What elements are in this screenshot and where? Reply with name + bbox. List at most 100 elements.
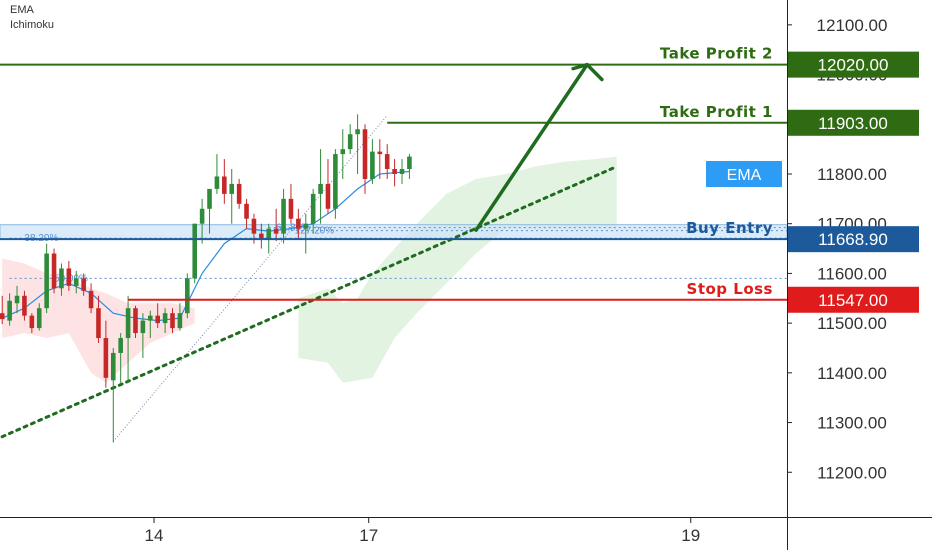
- indicator-label-ema[interactable]: EMA: [10, 4, 34, 16]
- price-tag-take-profit-1[interactable]: 11903.00: [788, 109, 919, 136]
- y-tick-label: 11600.00: [817, 264, 887, 283]
- candle-body: [73, 278, 79, 286]
- candle-body: [296, 218, 301, 229]
- candle-body: [118, 338, 123, 353]
- price-tag-buy-entry[interactable]: 11668.90: [788, 226, 919, 253]
- candle-body: [347, 134, 353, 150]
- candle[interactable]: [170, 308, 175, 334]
- candle[interactable]: [147, 310, 153, 339]
- candle-body: [14, 295, 20, 304]
- candle[interactable]: [51, 248, 57, 294]
- candle[interactable]: [273, 208, 279, 242]
- candle-body: [310, 193, 316, 224]
- candle[interactable]: [0, 295, 5, 325]
- fib-level-label: 127.20%: [295, 226, 335, 237]
- candle[interactable]: [377, 139, 383, 179]
- price-tag-bg: [788, 109, 919, 136]
- candle-body: [22, 295, 27, 316]
- candle[interactable]: [229, 169, 235, 224]
- candle-body: [303, 223, 309, 229]
- candle[interactable]: [81, 273, 86, 296]
- candle-body: [236, 183, 242, 204]
- indicator-label-ichimoku[interactable]: Ichimoku: [10, 19, 55, 31]
- price-tag-bg: [788, 226, 919, 253]
- candle[interactable]: [133, 305, 138, 339]
- candle[interactable]: [214, 154, 220, 194]
- candle[interactable]: [14, 285, 20, 314]
- level-name-take-profit-1: Take Profit 1: [660, 103, 773, 121]
- candle-body: [222, 176, 227, 194]
- candle-body: [362, 129, 368, 179]
- candle[interactable]: [222, 159, 227, 204]
- candle[interactable]: [236, 178, 242, 209]
- candle-body: [384, 154, 390, 170]
- fib-diagonal-line: [112, 115, 388, 442]
- candle-body: [333, 154, 338, 209]
- candle[interactable]: [392, 159, 397, 187]
- price-tag-stop-loss[interactable]: 11547.00: [788, 286, 919, 313]
- candle[interactable]: [192, 223, 198, 284]
- candle[interactable]: [281, 188, 286, 244]
- candle[interactable]: [207, 188, 212, 234]
- candle-body: [133, 308, 138, 334]
- candle[interactable]: [177, 303, 183, 331]
- support-trendline[interactable]: [0, 165, 619, 440]
- candle[interactable]: [185, 273, 190, 319]
- candle[interactable]: [125, 295, 131, 383]
- candle[interactable]: [399, 159, 405, 184]
- level-name-stop-loss: Stop Loss: [687, 280, 773, 298]
- candle[interactable]: [318, 149, 323, 224]
- candle[interactable]: [88, 283, 94, 314]
- candle-body: [36, 308, 42, 329]
- candle-body: [370, 151, 375, 179]
- candle[interactable]: [333, 149, 338, 219]
- candle[interactable]: [288, 183, 294, 224]
- candle[interactable]: [29, 313, 35, 334]
- price-tag-take-profit-2[interactable]: 12020.00: [788, 51, 919, 78]
- candle[interactable]: [73, 270, 79, 294]
- ema-badge[interactable]: EMA: [706, 160, 782, 187]
- level-name-take-profit-2: Take Profit 2: [660, 45, 773, 63]
- candle-body: [88, 290, 94, 309]
- candle[interactable]: [310, 188, 316, 234]
- candle-body: [266, 228, 272, 239]
- candle[interactable]: [244, 198, 249, 229]
- candle-body: [29, 315, 35, 329]
- candle[interactable]: [96, 295, 101, 344]
- candle[interactable]: [162, 308, 168, 334]
- candle[interactable]: [22, 290, 27, 321]
- candle[interactable]: [347, 124, 353, 155]
- x-tick-label: 17: [359, 526, 378, 545]
- candle[interactable]: [325, 159, 331, 214]
- candle[interactable]: [362, 124, 368, 194]
- candle[interactable]: [140, 313, 146, 358]
- y-tick-label: 11500.00: [817, 314, 887, 333]
- y-tick-label: 11300.00: [817, 414, 887, 433]
- candle[interactable]: [59, 263, 64, 296]
- candle-body: [51, 253, 57, 289]
- candle[interactable]: [66, 260, 72, 291]
- candle[interactable]: [44, 243, 49, 314]
- candle-body: [214, 176, 220, 189]
- candle[interactable]: [296, 208, 301, 239]
- candle-body: [399, 169, 405, 174]
- candle[interactable]: [36, 303, 42, 331]
- candle[interactable]: [340, 129, 346, 179]
- candle[interactable]: [303, 213, 309, 254]
- candle-body: [44, 253, 49, 309]
- candle[interactable]: [103, 320, 109, 388]
- candle[interactable]: [259, 223, 264, 249]
- candle[interactable]: [155, 303, 160, 329]
- candle[interactable]: [110, 347, 116, 443]
- candle[interactable]: [407, 154, 412, 179]
- candle[interactable]: [7, 293, 12, 326]
- candle[interactable]: [370, 139, 375, 184]
- candle-body: [325, 183, 331, 209]
- candle[interactable]: [118, 333, 123, 383]
- candle-body: [0, 313, 5, 320]
- candle[interactable]: [355, 114, 360, 174]
- candle[interactable]: [199, 198, 205, 244]
- candle-body: [125, 308, 131, 339]
- candle[interactable]: [384, 144, 390, 179]
